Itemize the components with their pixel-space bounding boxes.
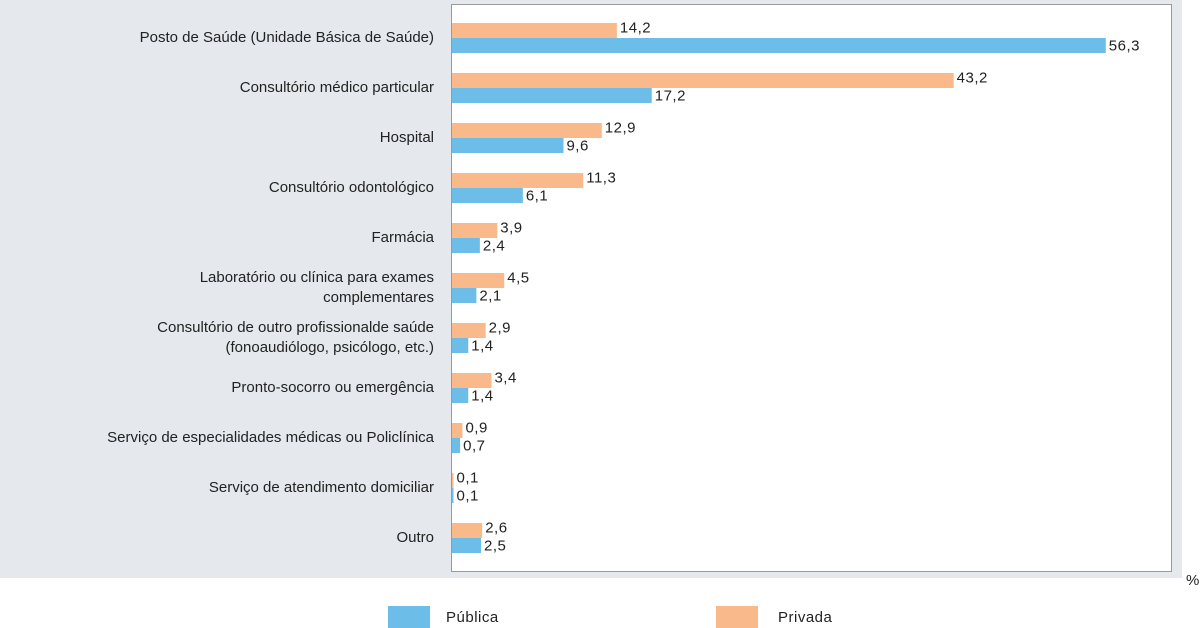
y-tick-label: Serviço de especialidades médicas ou Pol… xyxy=(107,429,434,446)
data-label: 3,9 xyxy=(500,219,522,236)
data-label: 2,5 xyxy=(484,537,506,554)
bar xyxy=(452,138,564,153)
legend-swatch xyxy=(716,606,758,628)
data-label: 1,4 xyxy=(471,337,493,354)
bar xyxy=(452,88,652,103)
bar xyxy=(452,338,469,353)
data-label: 3,4 xyxy=(494,369,516,386)
x-axis-label: % xyxy=(1186,572,1200,589)
bar xyxy=(452,173,584,188)
y-tick-label: Pronto-socorro ou emergência xyxy=(231,379,434,396)
y-tick-label: Laboratório ou clínica para exames compl… xyxy=(199,269,434,306)
data-label: 2,1 xyxy=(479,287,501,304)
legend-label: Pública xyxy=(446,609,499,626)
data-label: 0,7 xyxy=(463,437,485,454)
bar xyxy=(452,123,602,138)
data-label: 12,9 xyxy=(605,119,636,136)
bar xyxy=(452,423,463,438)
data-label: 14,2 xyxy=(620,19,651,36)
data-label: 2,6 xyxy=(485,519,507,536)
bar xyxy=(452,238,480,253)
y-tick-label: Hospital xyxy=(379,129,434,146)
y-tick-label: Consultório odontológico xyxy=(268,179,434,196)
bar xyxy=(452,388,469,403)
data-label: 56,3 xyxy=(1109,37,1140,54)
bar xyxy=(452,73,954,88)
bar xyxy=(452,188,523,203)
data-label: 17,2 xyxy=(655,87,686,104)
data-label: 0,9 xyxy=(465,419,487,436)
y-tick-label: Farmácia xyxy=(371,229,434,246)
data-label: 2,9 xyxy=(489,319,511,336)
y-tick-label: Serviço de atendimento domiciliar xyxy=(208,479,434,496)
bar xyxy=(452,473,454,488)
y-tick-label: Consultório médico particular xyxy=(239,79,434,96)
bar xyxy=(452,523,483,538)
data-label: 43,2 xyxy=(957,69,988,86)
data-label: 0,1 xyxy=(457,469,479,486)
bar xyxy=(452,373,492,388)
bar xyxy=(452,273,505,288)
bar xyxy=(452,538,482,553)
data-label: 11,3 xyxy=(586,169,616,186)
bar xyxy=(452,438,461,453)
y-tick-label: Posto de Saúde (Unidade Básica de Saúde) xyxy=(139,29,434,46)
legend-swatch xyxy=(388,606,430,628)
data-label: 4,5 xyxy=(507,269,529,286)
data-label: 2,4 xyxy=(483,237,505,254)
y-tick-label: Outro xyxy=(396,529,434,546)
bar xyxy=(452,288,477,303)
bar xyxy=(452,223,498,238)
data-label: 9,6 xyxy=(566,137,588,154)
bar xyxy=(452,38,1106,53)
y-tick-label: Consultório de outro profissionalde saúd… xyxy=(157,319,434,356)
data-label: 0,1 xyxy=(457,487,479,504)
data-label: 1,4 xyxy=(471,387,493,404)
bar xyxy=(452,23,617,38)
bar xyxy=(452,323,486,338)
legend-label: Privada xyxy=(778,609,833,626)
data-label: 6,1 xyxy=(526,187,548,204)
bar xyxy=(452,488,454,503)
